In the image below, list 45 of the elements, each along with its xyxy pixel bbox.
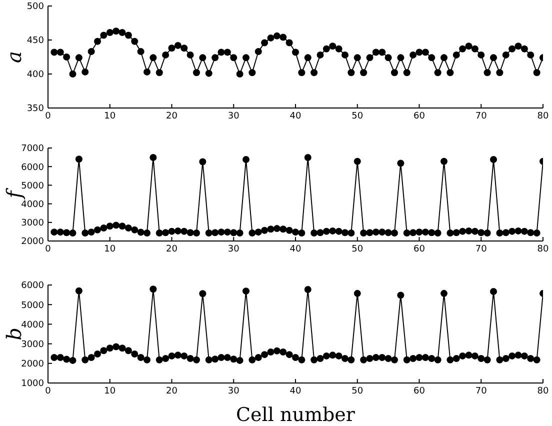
x-tick-label: 50 [352, 111, 364, 122]
y-tick-label: 6000 [21, 162, 44, 173]
x-tick-label: 40 [290, 386, 302, 396]
y-tick-label: 1000 [21, 379, 44, 390]
x-tick-label: 40 [290, 244, 302, 254]
y-tick-label: 450 [26, 36, 44, 46]
y-tick-label: 2000 [21, 237, 44, 248]
y-tick-label: 4000 [21, 200, 44, 210]
x-tick-label: 40 [290, 111, 302, 122]
x-tick-label: 60 [414, 111, 426, 122]
x-tick-label: 80 [537, 111, 549, 122]
x-tick-label: 30 [228, 386, 240, 396]
x-tick-label: 70 [475, 111, 488, 122]
x-tick-label: 50 [352, 244, 364, 254]
x-tick-label: 50 [352, 386, 364, 396]
y-tick-label: 3000 [21, 218, 44, 229]
x-axis-title: Cell number [236, 404, 356, 426]
x-tick-label: 70 [475, 244, 488, 254]
x-tick-label: 10 [104, 386, 116, 396]
x-tick-label: 0 [45, 244, 52, 254]
y-tick-label: 7000 [21, 144, 44, 154]
x-tick-label: 30 [228, 244, 240, 254]
y-tick-label: 3000 [21, 340, 44, 350]
x-tick-label: 60 [414, 386, 426, 396]
x-tick-label: 20 [166, 386, 178, 396]
x-tick-label: 80 [537, 244, 549, 254]
y-tick-label: 5000 [21, 300, 44, 311]
x-tick-label: 70 [475, 386, 488, 396]
y-axis-title: b [2, 328, 26, 340]
y-tick-label: 6000 [21, 281, 44, 292]
x-tick-label: 10 [104, 111, 116, 122]
y-tick-label: 350 [26, 104, 44, 114]
x-tick-label: 80 [537, 386, 549, 396]
y-tick-label: 2000 [21, 360, 44, 370]
y-axis-title: a [2, 51, 26, 63]
x-tick-label: 30 [228, 111, 240, 122]
y-tick-label: 4000 [21, 320, 44, 330]
x-tick-label: 0 [45, 386, 52, 396]
y-tick-label: 500 [26, 2, 44, 12]
x-tick-label: 0 [45, 111, 52, 122]
x-tick-label: 20 [166, 244, 178, 254]
x-tick-label: 10 [104, 244, 116, 254]
x-tick-label: 60 [414, 244, 426, 254]
y-tick-label: 400 [26, 70, 44, 80]
x-tick-label: 20 [166, 111, 178, 122]
